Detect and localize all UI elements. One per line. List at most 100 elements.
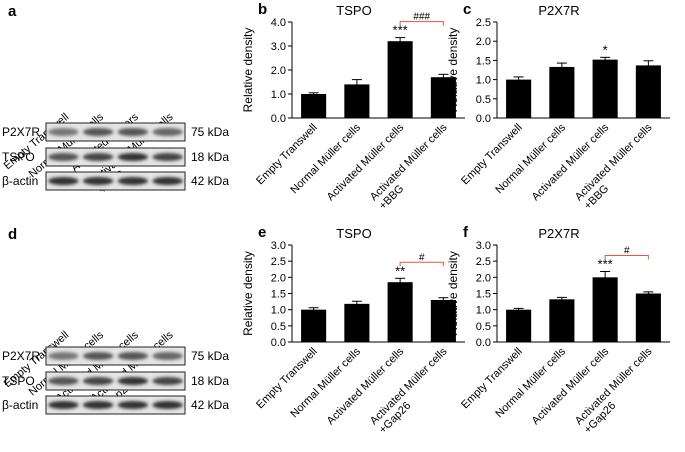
- comparison-bracket: [399, 21, 444, 26]
- y-tick-label: 2.0: [271, 65, 286, 77]
- error-bar: [438, 297, 449, 303]
- error-bar: [600, 56, 611, 63]
- blot-band: [152, 153, 183, 161]
- blot-band: [117, 352, 149, 360]
- x-tick-label: Activated Müller cells+Gap26: [368, 345, 459, 436]
- blot-frame: [45, 171, 186, 191]
- bar: [549, 299, 575, 342]
- bar: [635, 293, 661, 342]
- blot-band: [152, 128, 183, 136]
- size-label: 18 kDa: [191, 374, 229, 388]
- panel-letter: c: [463, 1, 471, 18]
- error-bar: [351, 300, 362, 307]
- blot-frame: [45, 395, 186, 415]
- y-tick-label: 1.0: [476, 75, 491, 87]
- y-tick-label: 2.0: [476, 272, 491, 284]
- y-tick-label: 0.5: [476, 321, 491, 333]
- bar: [506, 79, 532, 118]
- y-tick-label: 1.5: [476, 289, 491, 301]
- error-bar: [395, 37, 406, 46]
- y-tick-label: 1.0: [271, 305, 286, 317]
- blot-band: [82, 153, 114, 161]
- blot-frame: [45, 122, 186, 142]
- row-label: TSPO: [2, 374, 35, 388]
- blot-frame: [45, 346, 186, 366]
- size-label: 42 kDa: [191, 174, 229, 188]
- y-tick-label: 0.0: [271, 113, 286, 125]
- size-label: 18 kDa: [191, 150, 229, 164]
- comparison-label: ###: [413, 12, 430, 23]
- y-tick-label: 1.0: [271, 89, 286, 101]
- comparison-bracket: [604, 255, 649, 260]
- y-tick-label: 2.0: [271, 272, 286, 284]
- error-bar: [643, 291, 654, 296]
- y-tick-label: 0.5: [476, 94, 491, 106]
- blot-band: [82, 377, 114, 385]
- chart-title: P2X7R: [538, 226, 579, 241]
- error-bar: [308, 92, 319, 96]
- blot-band: [82, 401, 114, 409]
- y-axis-label: Relative density: [241, 28, 255, 113]
- significance-label: **: [395, 263, 405, 278]
- panel-letter: d: [8, 226, 17, 243]
- row-label: P2X7R: [2, 349, 40, 363]
- blot-frame: [45, 147, 186, 167]
- x-tick-label: Activated Müller cells+BBG: [368, 121, 459, 212]
- bar: [592, 59, 618, 118]
- panel-letter: f: [463, 224, 469, 241]
- size-label: 75 kDa: [191, 125, 229, 139]
- blot-band: [152, 401, 183, 409]
- bar: [506, 309, 532, 342]
- blot-band: [117, 177, 149, 185]
- blot-band: [152, 377, 183, 385]
- chart-title: TSPO: [336, 226, 371, 241]
- y-tick-label: 1.5: [476, 55, 491, 67]
- error-bar: [643, 60, 654, 71]
- y-axis-label: Relative density: [446, 251, 460, 336]
- blot-band: [82, 177, 114, 185]
- error-bar: [395, 277, 406, 287]
- bar: [549, 66, 575, 118]
- y-axis-label: Relative density: [241, 251, 255, 336]
- y-tick-label: 0.5: [271, 321, 286, 333]
- y-tick-label: 0.0: [476, 337, 491, 349]
- blot-band: [82, 352, 114, 360]
- blot-band: [152, 177, 183, 185]
- y-tick-label: 3.0: [476, 240, 491, 252]
- size-label: 75 kDa: [191, 349, 229, 363]
- row-label: TSPO: [2, 150, 35, 164]
- bar: [592, 277, 618, 342]
- error-bar: [513, 76, 524, 83]
- error-bar: [556, 62, 567, 72]
- significance-label: ***: [393, 23, 408, 38]
- bar: [344, 84, 370, 118]
- bar: [301, 309, 327, 342]
- blot-band: [117, 153, 149, 161]
- blot-band: [48, 401, 79, 409]
- panel-letter: a: [8, 3, 17, 20]
- error-bar: [308, 307, 319, 313]
- y-tick-label: 3.0: [271, 240, 286, 252]
- y-tick-label: 1.5: [271, 289, 286, 301]
- row-label: P2X7R: [2, 125, 40, 139]
- blot-band: [152, 352, 183, 360]
- blot-band: [48, 352, 79, 360]
- blot-band: [48, 177, 79, 185]
- bar: [301, 94, 327, 118]
- chart-title: P2X7R: [538, 3, 579, 18]
- row-label: β-actin: [2, 398, 38, 412]
- comparison-label: #: [419, 252, 425, 263]
- blot-band: [48, 153, 79, 161]
- y-tick-label: 0.0: [271, 337, 286, 349]
- panel-letter: e: [258, 224, 266, 241]
- blot-band: [117, 401, 149, 409]
- y-tick-label: 2.0: [476, 36, 491, 48]
- y-tick-label: 1.0: [476, 305, 491, 317]
- y-tick-label: 4.0: [271, 17, 286, 29]
- blot-frame: [45, 371, 186, 391]
- significance-label: ***: [598, 257, 613, 272]
- row-label: β-actin: [2, 174, 38, 188]
- y-tick-label: 2.5: [271, 256, 286, 268]
- bar: [635, 65, 661, 118]
- comparison-label: #: [624, 246, 630, 257]
